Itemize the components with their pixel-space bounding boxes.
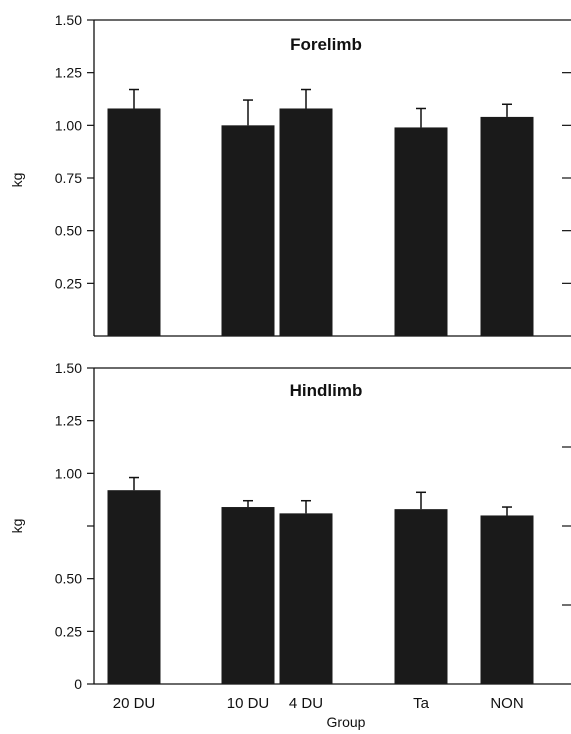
y-tick-label: 1.50: [55, 12, 82, 28]
bar-4-du: [279, 513, 333, 684]
bar-non: [480, 515, 534, 684]
y-tick-label: 0.50: [55, 571, 82, 587]
bar-20-du: [107, 490, 161, 684]
panel-title: Forelimb: [290, 35, 362, 54]
bar-ta: [394, 127, 448, 336]
y-tick-label: 1.25: [55, 413, 82, 429]
y-tick-label: 1.50: [55, 360, 82, 376]
forelimb-panel: 0.25 0.50 0.75 1.00 1.25 1.50 Forelimb kg: [9, 12, 571, 337]
y-axis-title: kg: [9, 519, 25, 534]
bar-10-du: [221, 507, 275, 684]
x-tick-label: NON: [490, 695, 523, 712]
x-tick-label: 10 DU: [227, 695, 270, 712]
y-tick-label: 0.75: [55, 170, 82, 186]
y-tick-label: 1.00: [55, 465, 82, 481]
x-axis-title: Group: [327, 714, 366, 730]
x-tick-label: 20 DU: [113, 695, 156, 712]
y-tick-label: 0.50: [55, 223, 82, 239]
hindlimb-panel: 0 0.25 0.50 1.00 1.25 1.50 20 DU 10 DU 4 DU Ta NON…: [9, 360, 571, 730]
y-axis-title: kg: [9, 173, 25, 188]
bar-4-du: [279, 108, 333, 336]
bar-20-du: [107, 108, 161, 336]
y-tick-label: 1.25: [55, 65, 82, 81]
y-tick-label: 1.00: [55, 117, 82, 133]
y-tick-label: 0: [74, 676, 82, 692]
panel-title: Hindlimb: [290, 381, 363, 400]
x-tick-label: Ta: [413, 695, 430, 712]
bar-ta: [394, 509, 448, 684]
bar-non: [480, 116, 534, 336]
y-tick-label: 0.25: [55, 623, 82, 639]
y-tick-label: 0.25: [55, 275, 82, 291]
x-tick-label: 4 DU: [289, 695, 323, 712]
bar-10-du: [221, 125, 275, 336]
